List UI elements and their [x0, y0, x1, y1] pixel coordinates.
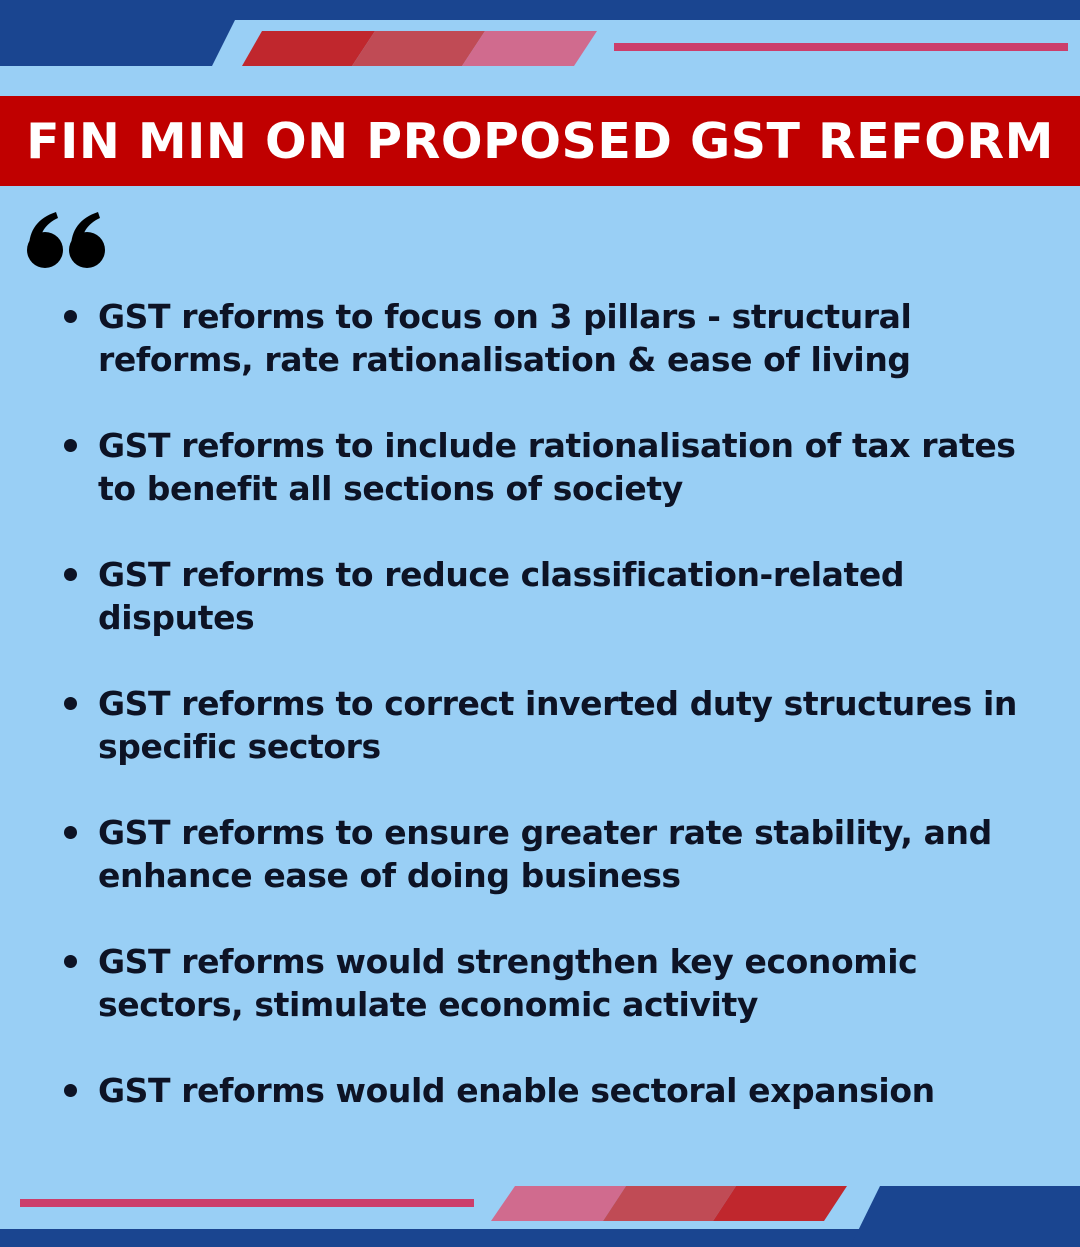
- top-stripe-pink: [462, 31, 597, 66]
- bottom-navy-border: [0, 1229, 1080, 1247]
- reform-points-list: GST reforms to focus on 3 pillars - stru…: [58, 295, 1048, 1155]
- point-text: GST reforms would strengthen key economi…: [98, 942, 918, 1024]
- bullet-icon: [64, 568, 77, 581]
- top-right-line: [614, 43, 1068, 51]
- point-text: GST reforms would enable sectoral expans…: [98, 1071, 935, 1110]
- bottom-stripe-rose: [603, 1186, 736, 1221]
- point-text: GST reforms to include rationalisation o…: [98, 426, 1016, 508]
- list-item: GST reforms to correct inverted duty str…: [58, 682, 1048, 768]
- list-item: GST reforms to reduce classification-rel…: [58, 553, 1048, 639]
- bottom-right-navy-block: [850, 1186, 1080, 1247]
- bottom-stripe-pink: [491, 1186, 626, 1221]
- bottom-stripe-red: [713, 1186, 847, 1221]
- list-item: GST reforms to focus on 3 pillars - stru…: [58, 295, 1048, 381]
- list-item: GST reforms would enable sectoral expans…: [58, 1069, 1048, 1112]
- top-left-navy-block: [0, 0, 245, 66]
- page-title: FIN MIN ON PROPOSED GST REFORM: [26, 112, 1054, 170]
- bullet-icon: [64, 1084, 77, 1097]
- top-stripe-rose: [352, 31, 485, 66]
- point-text: GST reforms to ensure greater rate stabi…: [98, 813, 992, 895]
- top-stripe-red: [242, 31, 375, 66]
- bullet-icon: [64, 439, 77, 452]
- point-text: GST reforms to reduce classification-rel…: [98, 555, 905, 637]
- bullet-icon: [64, 955, 77, 968]
- point-text: GST reforms to correct inverted duty str…: [98, 684, 1017, 766]
- list-item: GST reforms to include rationalisation o…: [58, 424, 1048, 510]
- list-item: GST reforms to ensure greater rate stabi…: [58, 811, 1048, 897]
- left-double-quote-icon: [27, 212, 105, 268]
- point-text: GST reforms to focus on 3 pillars - stru…: [98, 297, 912, 379]
- bottom-left-line: [20, 1199, 474, 1207]
- list-item: GST reforms would strengthen key economi…: [58, 940, 1048, 1026]
- top-navy-border: [0, 0, 1080, 20]
- bullet-icon: [64, 697, 77, 710]
- title-banner: FIN MIN ON PROPOSED GST REFORM: [0, 96, 1080, 186]
- bullet-icon: [64, 826, 77, 839]
- bullet-icon: [64, 310, 77, 323]
